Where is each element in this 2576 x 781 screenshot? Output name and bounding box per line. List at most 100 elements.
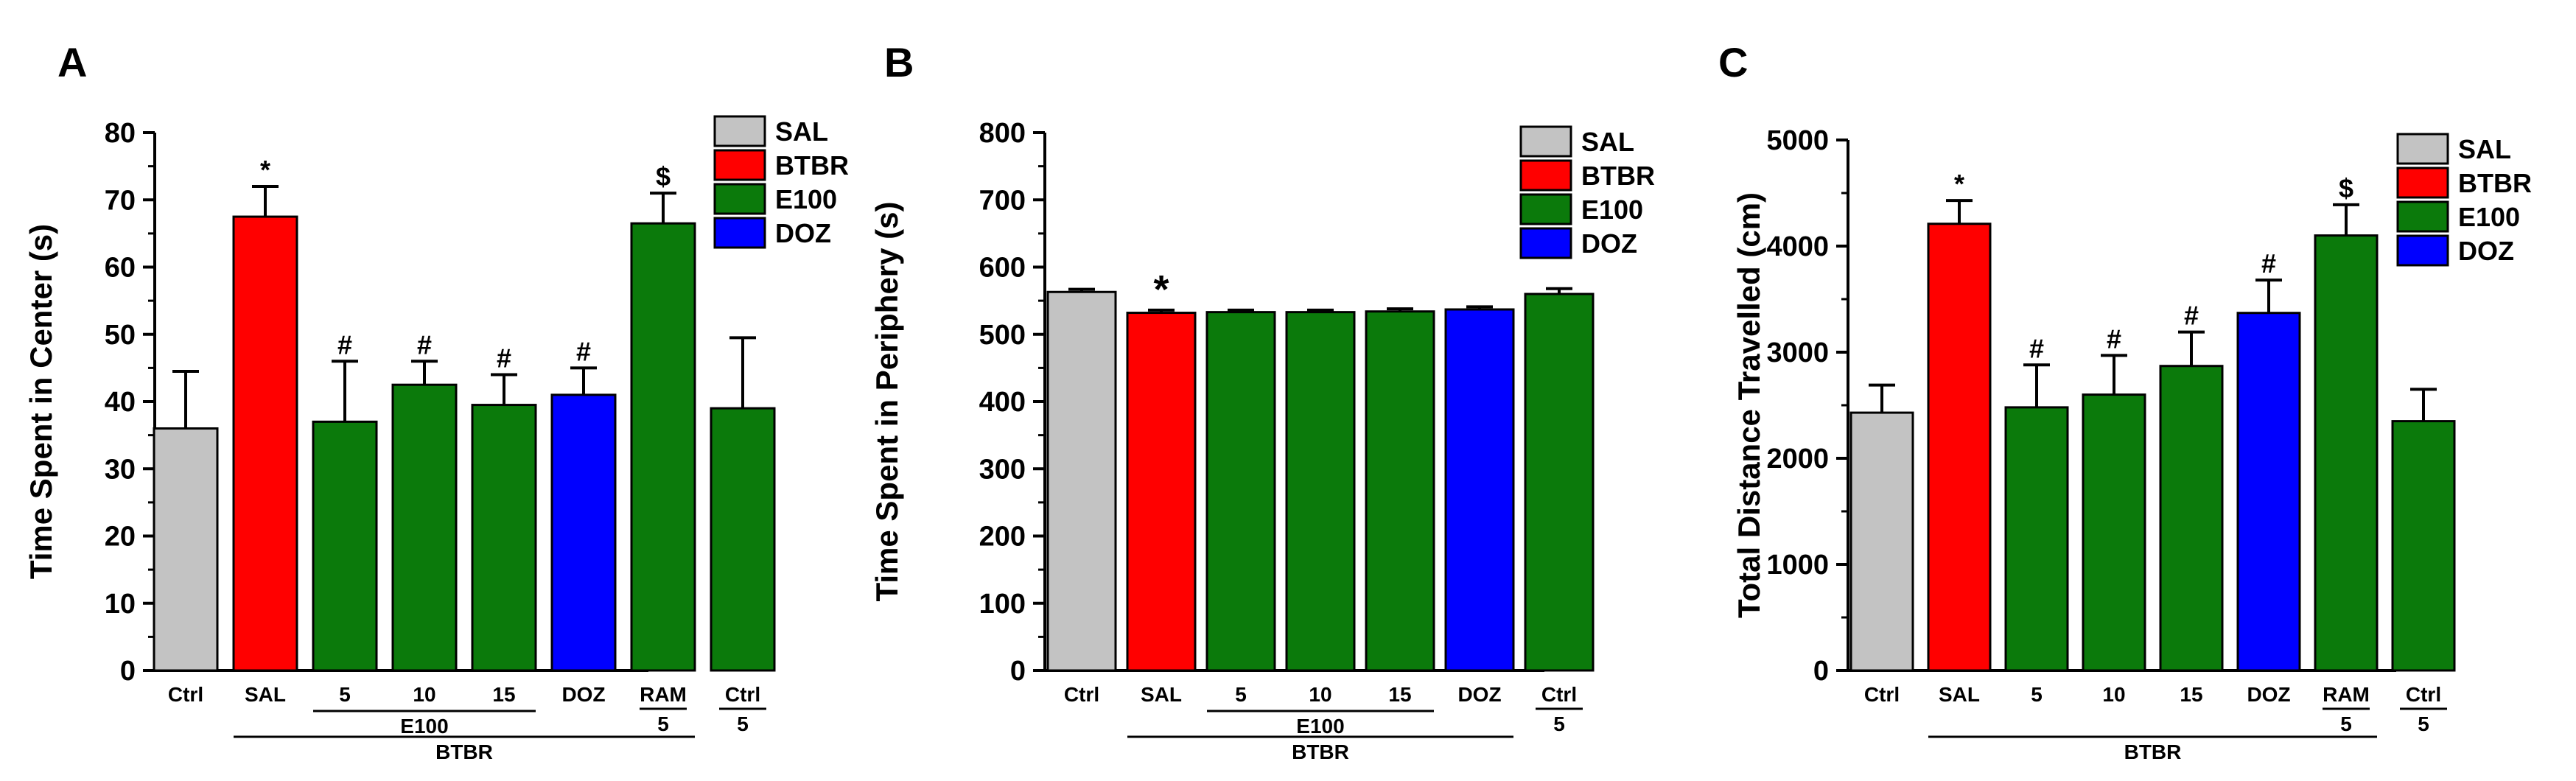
y-tick-label: 700 (979, 185, 1026, 216)
legend-label: BTBR (775, 150, 849, 181)
x-tick-label: RAM (2323, 683, 2370, 706)
group-bracket-label: E100 (400, 715, 448, 738)
group-bracket-label: E100 (1296, 715, 1344, 738)
x-tick-label: 15 (492, 683, 515, 706)
y-tick-label: 50 (105, 320, 136, 351)
bar (2004, 406, 2069, 672)
bar (2159, 365, 2224, 672)
bar (312, 420, 378, 672)
legend-label: BTBR (2458, 168, 2532, 198)
x-tick-label: 15 (2180, 683, 2202, 706)
legend-label: E100 (2458, 202, 2520, 232)
legend-label: DOZ (775, 218, 831, 248)
legend-label: SAL (1581, 127, 1634, 157)
y-tick-label: 0 (120, 656, 136, 687)
y-tick-label: 600 (979, 253, 1026, 284)
bar (2236, 312, 2301, 672)
legend-label: BTBR (1581, 161, 1655, 191)
y-tick-label: 5000 (1766, 125, 1829, 156)
significance-mark: * (1153, 267, 1169, 312)
y-tick-label: 60 (105, 253, 136, 284)
x-sublabel: 5 (737, 712, 749, 735)
y-tick-label: 0 (1813, 656, 1829, 687)
x-tick-label: 10 (2102, 683, 2125, 706)
bar (1444, 308, 1515, 672)
panel-b: B 0 100 200 300 400 500 600 700 800 Time Spent in… (859, 0, 1718, 781)
y-tick-label: 2000 (1766, 444, 1829, 474)
bar (2391, 420, 2456, 672)
significance-mark: # (2029, 333, 2044, 363)
legend-swatch (713, 183, 766, 215)
bar (630, 222, 696, 672)
x-tick-label: Ctrl (1541, 683, 1577, 706)
group-bracket-label: BTBR (1292, 740, 1349, 763)
y-tick-label: 1000 (1766, 550, 1829, 581)
group-bracket-label: BTBR (2124, 740, 2182, 763)
legend-swatch (1519, 125, 1572, 158)
y-tick-label: 3000 (1766, 337, 1829, 368)
y-tick-label: 70 (105, 185, 136, 216)
significance-mark: # (576, 336, 591, 366)
significance-mark: $ (656, 161, 671, 192)
legend-swatch (2396, 167, 2449, 199)
bar (471, 404, 537, 672)
legend-swatch (2396, 234, 2449, 267)
x-tick-label: SAL (245, 683, 286, 706)
group-bracket-label: BTBR (435, 740, 493, 763)
bar (2314, 234, 2379, 672)
bar (153, 427, 219, 672)
x-tick-label: 10 (413, 683, 435, 706)
legend-swatch (2396, 133, 2449, 165)
x-tick-label: DOZ (1457, 683, 1501, 706)
bar (1046, 290, 1117, 672)
y-tick-label: 4000 (1766, 231, 1829, 262)
x-tick-label: SAL (1141, 683, 1182, 706)
x-sublabel: 5 (657, 712, 669, 735)
bar (550, 393, 617, 672)
bar (1927, 223, 1992, 672)
bar (1126, 312, 1197, 672)
bar (710, 407, 776, 672)
bar (2082, 393, 2146, 672)
y-axis-title: Time Spent in Center (s) (24, 224, 58, 579)
legend-swatch (2396, 200, 2449, 233)
y-tick-label: 200 (979, 522, 1026, 553)
panel-c: C 0 1000 2000 3000 4000 5000 Total Distance Tr… (1718, 0, 2576, 781)
y-tick-label: 100 (979, 589, 1026, 620)
panel-b-letter: B (884, 39, 914, 85)
y-tick-label: 400 (979, 387, 1026, 418)
x-sublabel: 5 (1553, 712, 1565, 735)
y-tick-label: 0 (1010, 656, 1026, 687)
y-tick-label: 80 (105, 118, 136, 149)
panel-a-letter: A (57, 39, 88, 85)
x-tick-label: 5 (2031, 683, 2043, 706)
y-tick-label: 20 (105, 522, 136, 553)
y-tick-label: 30 (105, 454, 136, 485)
x-tick-label: Ctrl (1064, 683, 1099, 706)
y-axis-title: Time Spent in Periphery (s) (869, 201, 904, 601)
legend-swatch (713, 217, 766, 249)
significance-mark: # (417, 329, 432, 360)
legend-label: SAL (2458, 134, 2511, 164)
bar (232, 215, 298, 672)
x-tick-label: Ctrl (2406, 683, 2441, 706)
y-tick-label: 40 (105, 387, 136, 418)
chart-b: 0 100 200 300 400 500 600 700 800 Time Spent in P… (869, 118, 1655, 763)
bar (1365, 310, 1435, 672)
significance-mark: * (260, 155, 270, 185)
y-tick-label: 800 (979, 118, 1026, 149)
x-tick-label: 5 (1235, 683, 1247, 706)
x-sublabel: 5 (2418, 712, 2429, 735)
bar (1285, 311, 1356, 672)
legend-swatch (713, 115, 766, 147)
x-sublabel: 5 (2340, 712, 2352, 735)
significance-mark: # (497, 343, 511, 374)
x-tick-label: Ctrl (725, 683, 760, 706)
x-tick-label: 5 (339, 683, 351, 706)
chart-c: 0 1000 2000 3000 4000 5000 Total Distance Trav… (1732, 125, 2532, 763)
x-tick-label: 15 (1388, 683, 1411, 706)
legend-label: E100 (1581, 195, 1643, 225)
legend-swatch (1519, 159, 1572, 192)
bar (1849, 411, 1914, 672)
x-tick-label: Ctrl (1864, 683, 1900, 706)
